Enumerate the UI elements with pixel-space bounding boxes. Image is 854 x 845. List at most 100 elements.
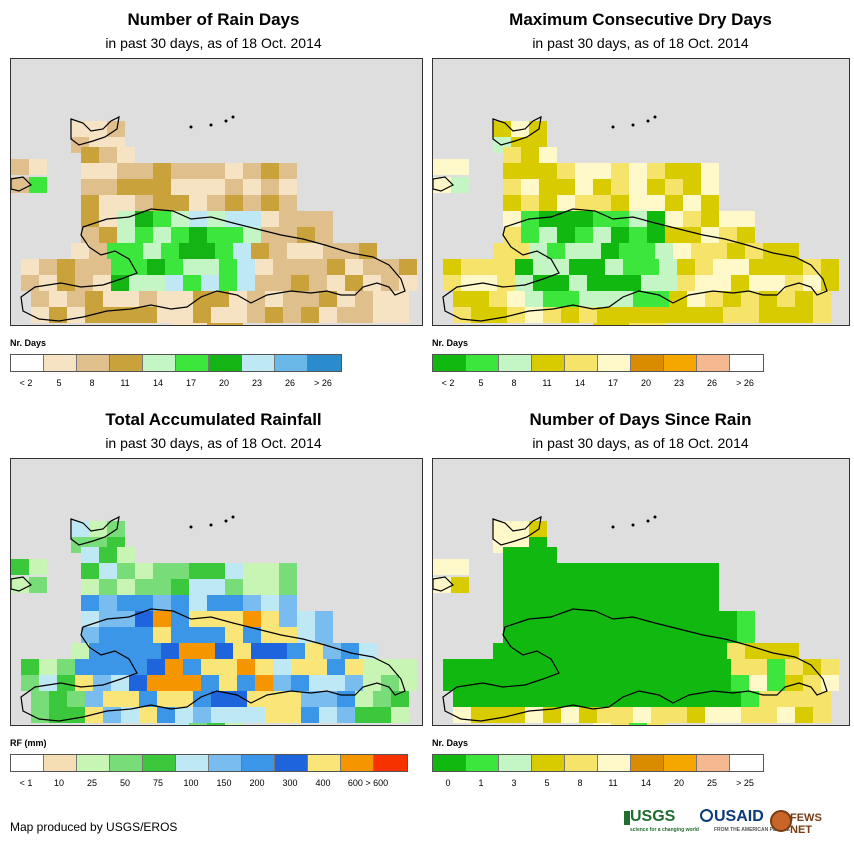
map-cell (515, 675, 533, 691)
map-cell (539, 211, 557, 227)
map-cell (297, 611, 315, 627)
map-cell (641, 259, 659, 275)
legend-swatch (532, 755, 565, 771)
map-cell (309, 659, 327, 675)
map-cell (345, 675, 363, 691)
map-cell (327, 275, 345, 291)
logo-strip: USGS science for a changing world USAID … (624, 808, 845, 838)
legend-label: 75 (152, 778, 164, 788)
map-cell (543, 291, 561, 307)
map-cell (157, 291, 175, 307)
map-cell (749, 675, 767, 691)
map-cell (629, 611, 647, 627)
legend-label: 3 (511, 778, 517, 788)
legend-labels: 0 1 3 5 8 11 14 20 25 > 25 (432, 778, 772, 790)
map-cell (189, 323, 207, 325)
map-cell (575, 611, 593, 627)
map-cell (659, 659, 677, 675)
map-cell (583, 643, 601, 659)
map-cell (593, 723, 611, 725)
map-cell (171, 323, 189, 325)
map-cell (551, 275, 569, 291)
footer-credit: Map produced by USGS/EROS (10, 820, 178, 834)
map-cell (153, 563, 171, 579)
map-cell (345, 275, 363, 291)
map-cell (243, 211, 261, 227)
legend-swatch (77, 355, 110, 371)
map-cell (215, 243, 233, 259)
legend-swatch (275, 355, 308, 371)
map-cell (749, 259, 767, 275)
map-cell (261, 627, 279, 643)
map-cell (515, 659, 533, 675)
map-cell (493, 121, 511, 137)
map-cell (237, 275, 255, 291)
usaid-logo: USAID (714, 808, 764, 825)
map-cell (785, 259, 803, 275)
map-cell (363, 275, 381, 291)
map-cell (255, 259, 273, 275)
map-cell (677, 259, 695, 275)
legend-swatch (341, 755, 374, 771)
map-cell (207, 211, 225, 227)
map-cell (225, 323, 243, 325)
map-cell (265, 707, 283, 723)
fews-seal-icon (770, 810, 792, 832)
map-cell (255, 275, 273, 291)
map-cell (709, 643, 727, 659)
map-cell (157, 691, 175, 707)
map-cell (153, 227, 171, 243)
islet (224, 519, 228, 523)
map-cell (243, 579, 261, 595)
legend-label: 300 (282, 778, 298, 788)
map-cell (727, 643, 745, 659)
map-cell (135, 179, 153, 195)
map-cell (117, 179, 135, 195)
map-cell (233, 643, 251, 659)
legend-labels: < 2 5 8 11 14 17 20 23 26 > 26 (10, 378, 350, 390)
map-cell (315, 611, 333, 627)
map-cell (297, 211, 315, 227)
map-cell (543, 307, 561, 323)
map-cell (569, 259, 587, 275)
map-cell (297, 227, 315, 243)
map-cell (633, 307, 651, 323)
map-cell (683, 163, 701, 179)
map-cell (207, 579, 225, 595)
map-cell (183, 259, 201, 275)
legend-swatch (242, 755, 275, 771)
map-cell (785, 275, 803, 291)
map-cell (565, 643, 583, 659)
islet (653, 515, 657, 519)
map-cell (737, 211, 755, 227)
legend-label: < 2 (19, 378, 33, 388)
map-cell (665, 179, 683, 195)
map-cell (373, 307, 391, 323)
map-cell (557, 611, 575, 627)
islet (189, 125, 193, 129)
map-cell (111, 659, 129, 675)
map-cell (821, 275, 839, 291)
map-cell (461, 275, 479, 291)
map-cell (147, 659, 165, 675)
map-cell (147, 275, 165, 291)
map-cell (453, 307, 471, 323)
map-cell (629, 627, 647, 643)
map-cell (737, 611, 755, 627)
map-cell (647, 723, 665, 725)
map-cell (111, 259, 129, 275)
map-cell (225, 723, 243, 725)
map-cell (777, 291, 795, 307)
map-cell (587, 659, 605, 675)
map-cell (121, 307, 139, 323)
map-cell (539, 179, 557, 195)
map-cell (89, 521, 107, 537)
map-cell (479, 259, 497, 275)
map-cell (237, 659, 255, 675)
map-cell (315, 227, 333, 243)
map-cell (207, 627, 225, 643)
legend-label: 20 (640, 378, 652, 388)
map-cell (813, 307, 831, 323)
map-cell (301, 707, 319, 723)
map-cell (301, 691, 319, 707)
